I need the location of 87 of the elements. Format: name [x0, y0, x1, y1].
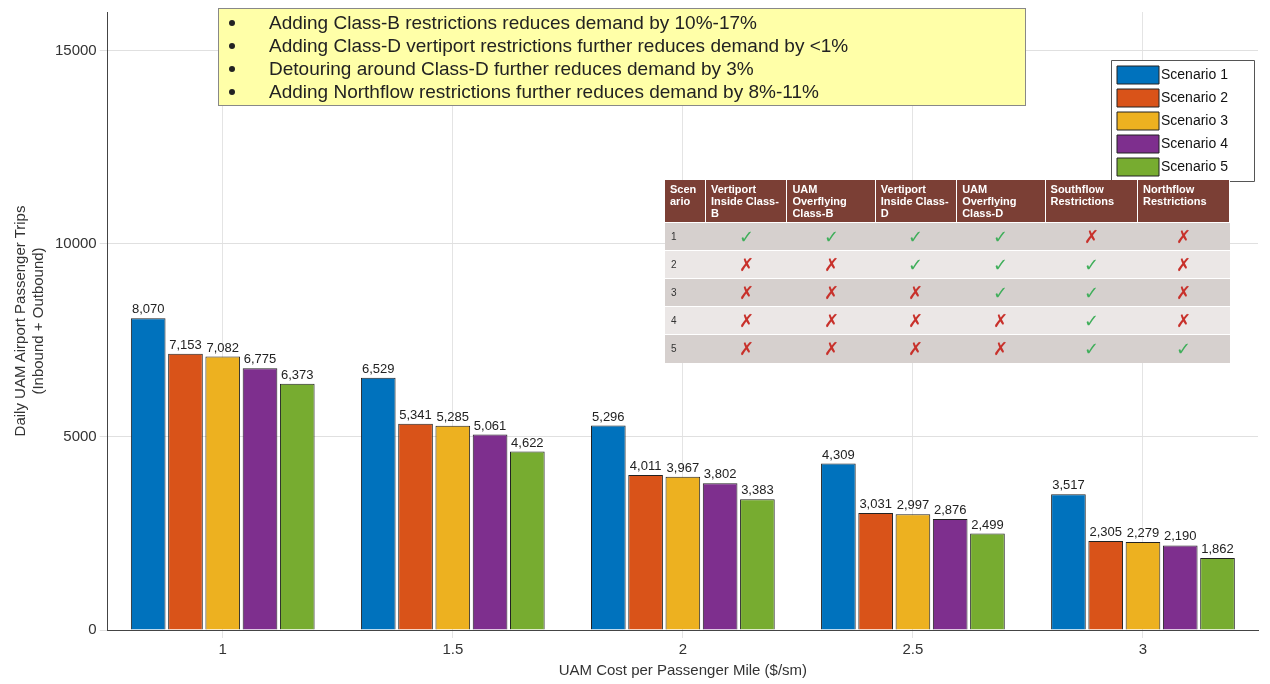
data-label: 2,190 [1163, 528, 1197, 544]
annotation: Adding Class-D vertiport restrictions further reduces demand by <1% [269, 34, 850, 57]
legend-label: Scenario 1 [1161, 65, 1229, 82]
y-axis-title: Daily UAM Airport Passenger Trips (Inbound + Outbound) [11, 205, 47, 437]
data-label: 6,373 [281, 366, 314, 382]
legend-label: Scenario 4 [1161, 134, 1229, 151]
x-axis-title: UAM Cost per Passenger Mile ($/sm) [558, 661, 808, 679]
data-label: 4,011 [629, 458, 662, 474]
x-tick-label: 3 [1138, 640, 1148, 658]
y-tick-label: 5000 [63, 427, 97, 445]
data-label: 6,775 [243, 351, 277, 367]
data-label: 2,997 [896, 497, 930, 513]
data-label: 7,082 [206, 339, 240, 355]
x-tick-label: 2.5 [902, 640, 924, 658]
annotation: Adding Class-B restrictions reduces demand by 10%-17% [269, 11, 758, 34]
data-label: 2,499 [971, 516, 1004, 532]
annotation: 1 [665, 222, 706, 251]
legend-label: Scenario 3 [1161, 111, 1229, 128]
annotation: ✗ [705, 278, 787, 307]
y-tick-label: 10000 [54, 233, 97, 251]
x-tick-label: 1 [218, 640, 227, 658]
annotation: ✓ [875, 222, 957, 251]
annotation: ✓ [1045, 250, 1138, 279]
annotation: ✗ [786, 250, 876, 279]
data-label: 8,070 [131, 301, 165, 317]
annotation: ✗ [786, 334, 876, 363]
annotation: Vertiport Inside Class-B [705, 180, 787, 223]
annotation: Vertiport Inside Class-D [875, 180, 957, 223]
annotation: UAM Overflying Class-B [786, 180, 876, 223]
annotation: ✗ [956, 306, 1046, 335]
data-label: 3,802 [703, 466, 737, 482]
annotation: ✓ [786, 222, 876, 251]
annotation: ✓ [956, 250, 1046, 279]
annotation: 4 [665, 306, 706, 335]
annotation: ✗ [1137, 250, 1230, 279]
annotation: ✗ [1045, 222, 1138, 251]
data-label: 2,876 [933, 501, 967, 517]
annotation: ✗ [875, 306, 957, 335]
annotation: ✗ [705, 250, 787, 279]
annotation: ✓ [956, 278, 1046, 307]
data-label: 4,622 [511, 434, 544, 450]
data-label: 7,153 [169, 336, 202, 352]
annotation: ✓ [875, 250, 957, 279]
annotation: ✗ [705, 306, 787, 335]
y-tick-label: 0 [88, 620, 97, 638]
annotation: ✗ [1137, 222, 1230, 251]
data-label: 3,383 [741, 482, 774, 498]
y-tick-label: 15000 [54, 40, 97, 58]
data-label: 4,309 [822, 446, 855, 462]
annotation: ✗ [875, 334, 957, 363]
annotation: ✗ [1137, 306, 1230, 335]
data-label: 1,862 [1201, 541, 1234, 557]
annotation: ✗ [786, 278, 876, 307]
data-label: 2,279 [1126, 525, 1160, 541]
annotation: Northflow Restrictions [1137, 180, 1230, 223]
annotation: ✗ [786, 306, 876, 335]
data-label: 3,517 [1052, 477, 1085, 493]
data-label: 5,341 [399, 406, 432, 422]
annotation: 5 [665, 334, 706, 363]
annotation: ✓ [956, 222, 1046, 251]
data-label: 2,305 [1089, 524, 1122, 540]
data-label: 3,967 [666, 459, 700, 475]
legend-label: Scenario 5 [1161, 157, 1229, 174]
annotation: Detouring around Class-D further reduces demand by 3% [269, 57, 755, 80]
annotation: ✓ [705, 222, 787, 251]
data-label: 5,285 [436, 408, 470, 424]
annotation: ✗ [956, 334, 1046, 363]
annotation: Adding Northflow restrictions further reduces demand by 8%-11% [269, 80, 820, 103]
data-label: 6,529 [361, 360, 395, 376]
annotation: ✓ [1045, 334, 1138, 363]
annotation: ✓ [1045, 278, 1138, 307]
annotation: 3 [665, 278, 706, 307]
annotation: ✓ [1045, 306, 1138, 335]
legend-label: Scenario 2 [1161, 88, 1229, 105]
x-tick-label: 1.5 [442, 640, 464, 658]
annotation: Southflow Restrictions [1045, 180, 1138, 223]
annotation: ✗ [875, 278, 957, 307]
data-label: 3,031 [859, 496, 892, 512]
annotation: Scenario [665, 180, 706, 223]
annotation: ✗ [705, 334, 787, 363]
data-label: 5,296 [592, 408, 625, 424]
annotation: UAM Overflying Class-D [956, 180, 1046, 223]
data-label: 5,061 [473, 417, 507, 433]
annotation: ✓ [1137, 334, 1230, 363]
annotation: ✗ [1137, 278, 1230, 307]
x-tick-label: 2 [678, 640, 688, 658]
annotation: 2 [665, 250, 706, 279]
